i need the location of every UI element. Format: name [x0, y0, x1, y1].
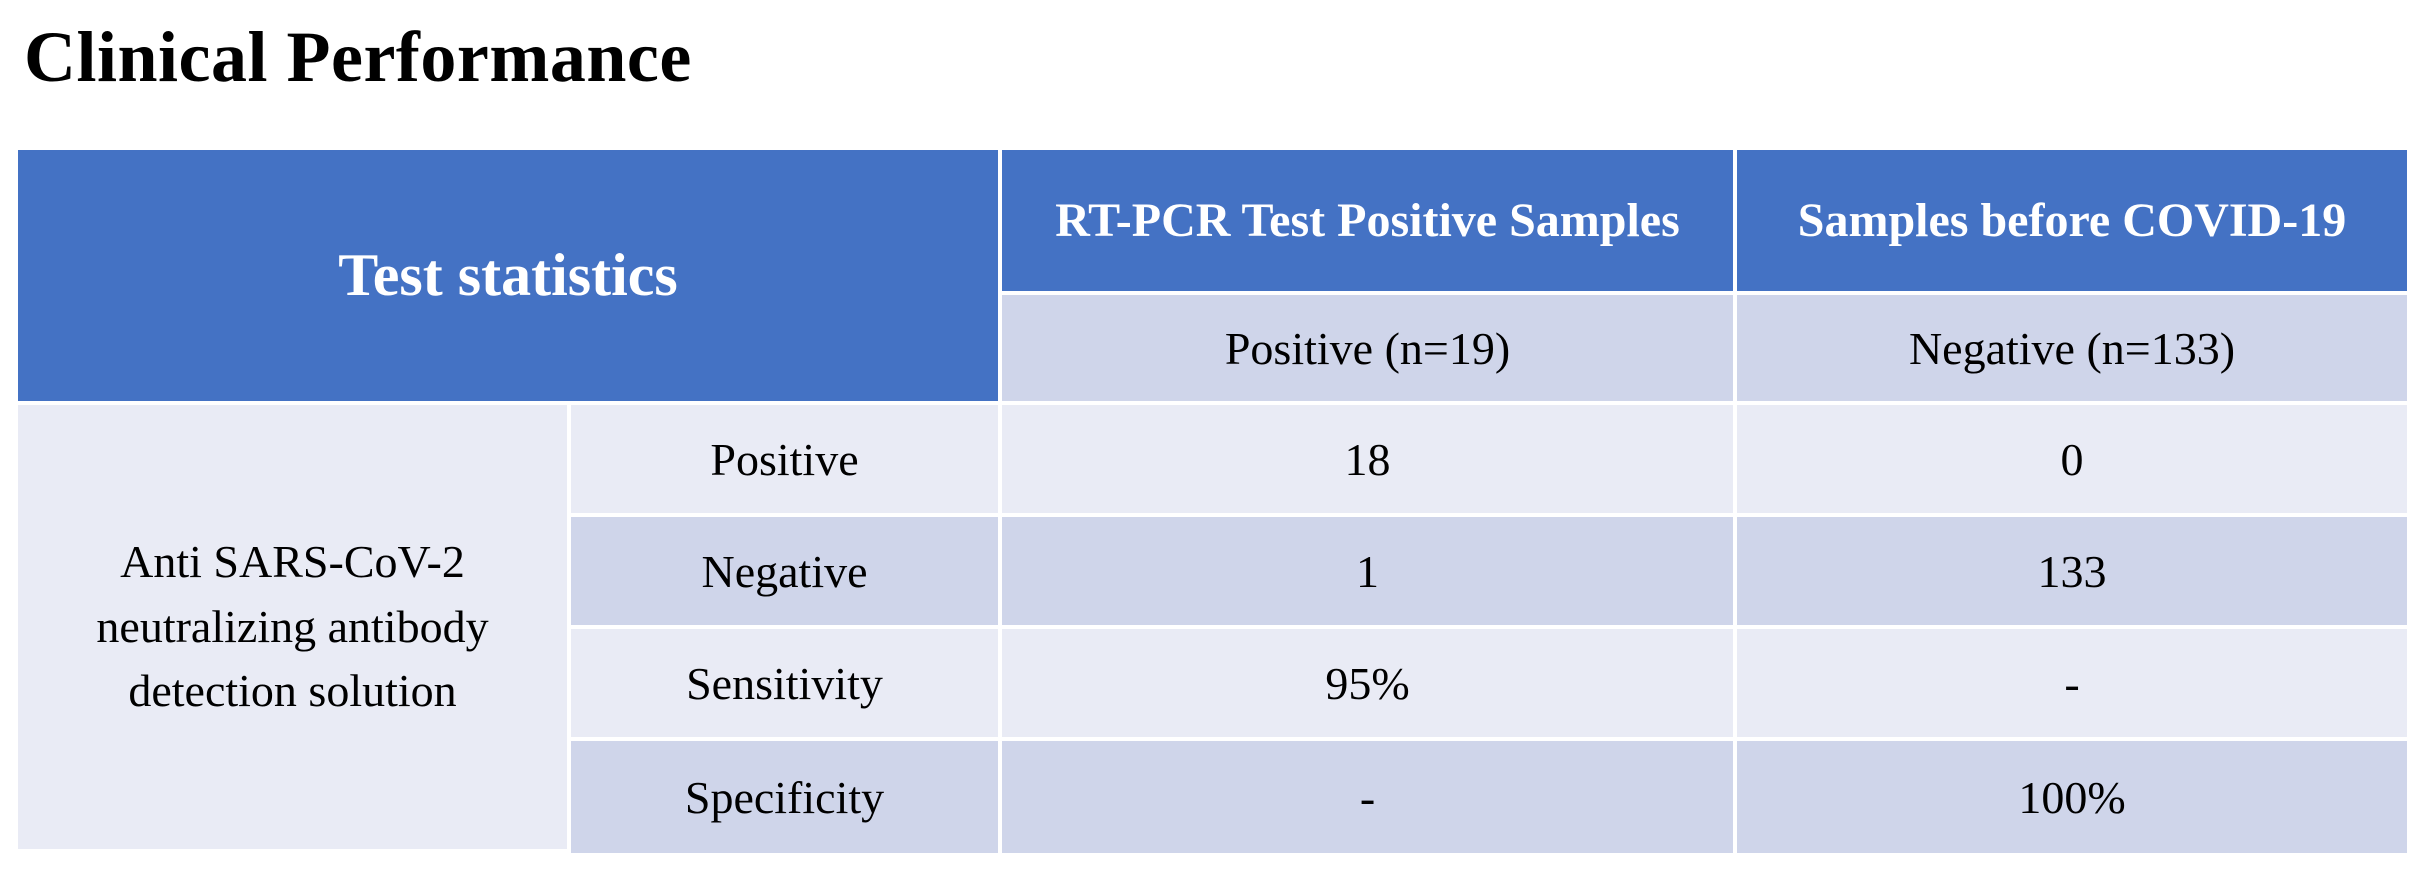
row-group-label-text: Anti SARS-CoV-2 neutralizing antibody de… [96, 536, 489, 717]
table-row: Specificity - 100% [18, 741, 2407, 853]
cell-negative-rtpcr: 1 [1002, 517, 1737, 629]
cell-specificity-before-covid: 100% [1737, 741, 2407, 853]
subheader-positive-count: Positive (n=19) [1002, 295, 1737, 405]
cell-negative-before-covid: 133 [1737, 517, 2407, 629]
page-title: Clinical Performance [24, 17, 692, 97]
header-test-statistics: Test statistics [18, 150, 1002, 405]
table-row: Anti SARS-CoV-2 neutralizing antibody de… [18, 405, 2407, 853]
row-label-negative: Negative [571, 517, 1002, 629]
clinical-performance-table: Test statistics RT-PCR Test Positive Sam… [18, 150, 2407, 853]
row-label-sensitivity: Sensitivity [571, 629, 1002, 741]
table-header-row: Test statistics RT-PCR Test Positive Sam… [18, 150, 2407, 405]
row-group-label: Anti SARS-CoV-2 neutralizing antibody de… [18, 405, 571, 853]
cell-sensitivity-rtpcr: 95% [1002, 629, 1737, 741]
row-label-positive: Positive [571, 405, 1002, 517]
table-row: Sensitivity 95% - [18, 629, 2407, 741]
row-label-specificity: Specificity [571, 741, 1002, 853]
header-samples-before-covid: Samples before COVID-19 [1737, 150, 2407, 295]
cell-positive-rtpcr: 18 [1002, 405, 1737, 517]
table-subheader-row: Positive (n=19) Negative (n=133) [18, 295, 2407, 405]
cell-positive-before-covid: 0 [1737, 405, 2407, 517]
subheader-negative-count: Negative (n=133) [1737, 295, 2407, 405]
cell-specificity-rtpcr: - [1002, 741, 1737, 853]
table-row: Negative 1 133 [18, 517, 2407, 629]
header-rt-pcr-positive: RT-PCR Test Positive Samples [1002, 150, 1737, 295]
cell-sensitivity-before-covid: - [1737, 629, 2407, 741]
